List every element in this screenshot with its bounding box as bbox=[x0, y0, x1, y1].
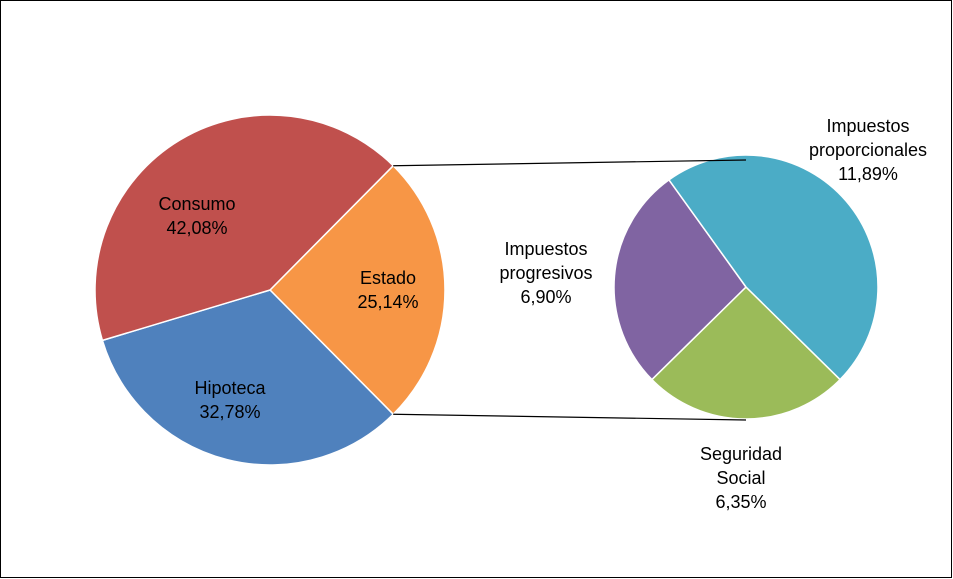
slice-label: Impuestos progresivos 6,90% bbox=[481, 237, 611, 309]
category-label: Estado bbox=[359, 268, 417, 288]
slice-label: Consumo 42,08% bbox=[132, 192, 262, 240]
value-label: 42,08% bbox=[166, 218, 228, 238]
category-label: Consumo bbox=[158, 194, 236, 214]
value-label: 11,89% bbox=[838, 164, 898, 184]
pie-slice bbox=[667, 154, 879, 381]
connector-line bbox=[393, 159, 747, 167]
pie-slice bbox=[613, 178, 747, 381]
slice-label: Hipoteca 32,78% bbox=[165, 376, 295, 424]
slice-label: Impuestos proporcionales 11,89% bbox=[803, 114, 933, 186]
value-label: 32,78% bbox=[199, 402, 261, 422]
category-label: Hipoteca bbox=[194, 378, 266, 398]
slice-label: Estado 25,14% bbox=[323, 266, 453, 314]
slice-label: Seguridad Social 6,35% bbox=[676, 442, 806, 514]
connector-line bbox=[393, 413, 747, 421]
value-label: 6,90% bbox=[520, 287, 572, 307]
value-label: 6,35% bbox=[715, 492, 767, 512]
category-label: Impuestos progresivos bbox=[499, 239, 593, 283]
pie-slice bbox=[650, 285, 842, 420]
category-label: Impuestos proporcionales bbox=[808, 116, 928, 160]
pie-slice bbox=[94, 114, 395, 342]
category-label: Seguridad Social bbox=[699, 444, 783, 488]
pie-slice bbox=[268, 164, 446, 416]
pie-slice bbox=[101, 289, 395, 466]
value-label: 25,14% bbox=[357, 292, 419, 312]
